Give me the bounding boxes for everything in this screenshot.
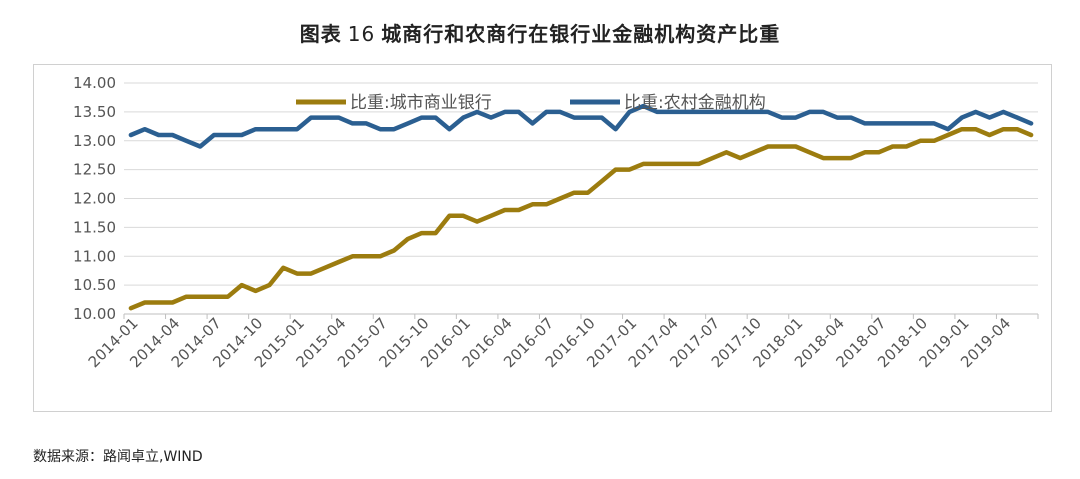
title-text: 城商行和农商行在银行业金融机构资产比重 bbox=[381, 22, 781, 46]
chart-title: 图表 16 城商行和农商行在银行业金融机构资产比重 bbox=[0, 18, 1080, 47]
legend-label-1: 比重:城市商业银行 bbox=[350, 93, 492, 113]
y-tick-label: 11.00 bbox=[73, 247, 116, 265]
y-tick-label: 13.50 bbox=[73, 103, 116, 121]
y-tick-label: 12.50 bbox=[73, 161, 116, 179]
chart-frame: 10.00 10.50 11.00 11.50 12.00 12.50 13.00 13.50… bbox=[33, 64, 1052, 412]
y-tick-label: 13.00 bbox=[73, 132, 116, 150]
series-line-1 bbox=[128, 126, 1034, 311]
source-note: 数据来源：路闻卓立,WIND bbox=[33, 449, 203, 465]
y-tick-label: 14.00 bbox=[73, 74, 116, 92]
y-tick-label: 12.00 bbox=[73, 190, 116, 208]
legend-label-2: 比重:农村金融机构 bbox=[624, 93, 766, 113]
title-prefix: 图表 bbox=[299, 22, 342, 46]
y-tick-label: 10.50 bbox=[73, 276, 116, 294]
y-tick-label: 11.50 bbox=[73, 218, 116, 236]
line-chart: 10.00 10.50 11.00 11.50 12.00 12.50 13.00 13.50… bbox=[73, 74, 1039, 371]
series-line-2 bbox=[128, 103, 1034, 149]
title-number: 16 bbox=[347, 22, 376, 46]
y-tick-label: 10.00 bbox=[73, 305, 116, 323]
